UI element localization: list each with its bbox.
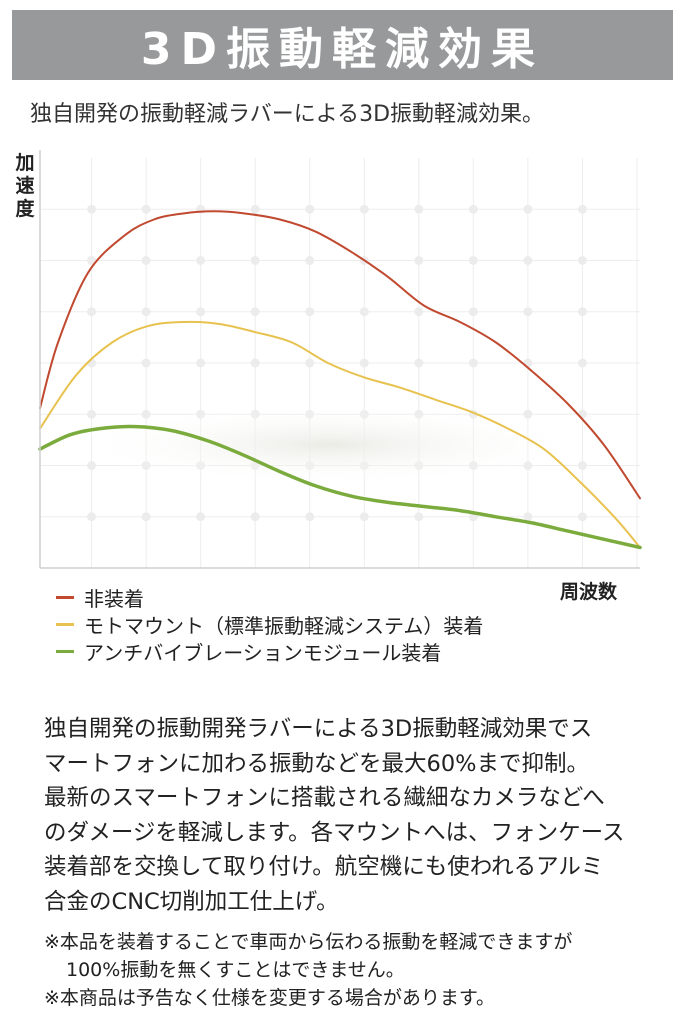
series-line-no-mount — [39, 210, 641, 500]
series-line-motomount — [39, 320, 641, 549]
note-line: 100%振動を無くすことはできません。 — [66, 959, 405, 981]
notes: ※本品を装着することで車両から伝わる振動を軽減できますが 100%振動を無くすこ… — [44, 928, 664, 1012]
grid-dot — [523, 512, 533, 522]
grid-dot — [87, 204, 97, 214]
y-axis-label-char: 加 — [15, 152, 35, 174]
grid-dot — [414, 512, 424, 522]
legend-swatch-yellow — [56, 623, 74, 626]
description-text: 独自開発の振動開発ラバーによる3D振動軽減効果でス マートフォンに加わる振動など… — [44, 712, 664, 919]
grid-dot — [468, 256, 478, 265]
description-line: マートフォンに加わる振動などを最大60%まで抑制。 — [44, 750, 590, 777]
grid-dot — [196, 256, 206, 265]
grid-dot — [196, 307, 206, 317]
grid-dot — [305, 256, 315, 265]
y-axis-label-char: 度 — [15, 198, 35, 220]
x-axis-label: 周波数 — [560, 581, 618, 603]
chart-grid — [40, 158, 640, 568]
legend-label: 非装着 — [84, 587, 144, 611]
grid-dot — [250, 307, 260, 317]
chart-legend: 非装着 モトマウント（標準振動軽減システム）装着 アンチバイブレーションモジュー… — [56, 584, 616, 665]
legend-item-anti-vibration: アンチバイブレーションモジュール装着 — [56, 638, 616, 665]
grid-dot — [468, 307, 478, 317]
grid-dot — [305, 358, 315, 368]
subtitle: 独自開発の振動軽減ラバーによる3D振動軽減効果。 — [30, 102, 545, 127]
grid-dot — [87, 307, 97, 317]
grid-dot — [141, 512, 151, 522]
description-line: 合金のCNC切削加工仕上げ。 — [44, 888, 339, 915]
grid-dot — [305, 307, 315, 317]
grid-dot — [87, 461, 97, 470]
shadow-glow — [70, 405, 590, 485]
legend-swatch-red — [56, 596, 74, 599]
grid-dot — [359, 512, 369, 522]
grid-dot — [414, 307, 424, 317]
grid-dot — [523, 409, 533, 419]
grid-dot — [414, 358, 424, 368]
grid-dot — [141, 256, 151, 265]
y-axis-label-char: 速 — [15, 175, 35, 197]
grid-dot — [141, 307, 151, 317]
note-line: ※本品を装着することで車両から伝わる振動を軽減できますが — [44, 931, 573, 953]
description-line: 独自開発の振動開発ラバーによる3D振動軽減効果でス — [44, 716, 593, 742]
grid-dot — [468, 204, 478, 214]
description-line: 装着部を交換して取り付け。航空機にも使われるアルミ — [44, 854, 604, 880]
legend-label: モトマウント（標準振動軽減システム）装着 — [84, 614, 484, 638]
vibration-chart — [38, 150, 642, 569]
grid-dot — [250, 512, 260, 522]
grid-dot — [305, 204, 315, 214]
description-line: のダメージを軽減します。各マウントへは、フォンケース — [44, 819, 625, 846]
grid-dot — [523, 307, 533, 317]
grid-dot — [359, 307, 369, 317]
grid-dot — [87, 409, 97, 419]
title-banner: 3D振動軽減効果 — [12, 10, 673, 80]
series-line-anti-vibration — [38, 424, 642, 550]
grid-dot — [359, 204, 369, 214]
y-axis-label: 加速度 — [12, 152, 38, 221]
grid-dot — [359, 358, 369, 368]
grid-dot — [196, 358, 206, 368]
legend-swatch-green — [56, 650, 74, 653]
grid-dot — [577, 358, 587, 368]
grid-dot — [87, 256, 97, 265]
legend-item-motomount: モトマウント（標準振動軽減システム）装着 — [56, 611, 616, 638]
grid-dot — [577, 204, 587, 214]
grid-dot — [577, 461, 587, 470]
grid-dot — [414, 204, 424, 214]
grid-dot — [468, 358, 478, 368]
grid-dot — [577, 256, 587, 265]
legend-label: アンチバイブレーションモジュール装着 — [84, 641, 442, 665]
grid-dot — [196, 512, 206, 522]
grid-dot — [523, 256, 533, 265]
grid-dot — [141, 358, 151, 368]
grid-dot — [250, 204, 260, 214]
grid-dot — [414, 256, 424, 265]
grid-dot — [141, 204, 151, 214]
grid-dot — [577, 512, 587, 522]
grid-dot — [577, 409, 587, 419]
grid-dot — [87, 512, 97, 522]
grid-dot — [523, 204, 533, 214]
grid-dot — [250, 358, 260, 368]
grid-dot — [577, 307, 587, 317]
description-line: 最新のスマートフォンに搭載される繊細なカメラなどへ — [44, 785, 605, 811]
grid-dot — [305, 512, 315, 522]
series-lines — [38, 210, 642, 550]
legend-item-no-mount: 非装着 — [56, 584, 616, 611]
page-title: 3D振動軽減効果 — [140, 24, 545, 75]
note-line: ※本商品は予告なく仕様を変更する場合があります。 — [44, 987, 496, 1009]
grid-dot — [250, 256, 260, 265]
